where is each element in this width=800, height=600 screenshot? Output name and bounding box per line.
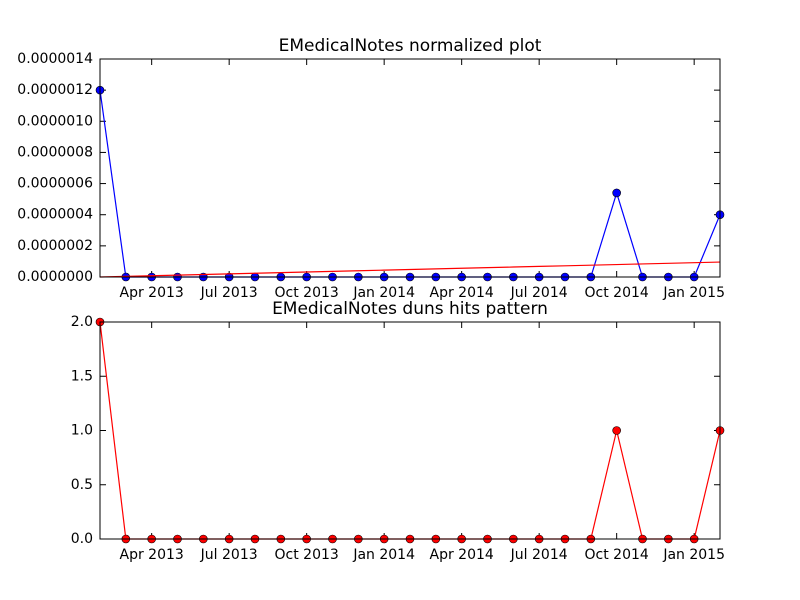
- y-tick-label: 0.0000006: [17, 176, 93, 192]
- chart-title: EMedicalNotes duns hits pattern: [272, 299, 548, 319]
- y-tick-label: 0.0000000: [17, 269, 93, 285]
- x-tick-label: Jan 2014: [352, 547, 415, 563]
- x-tick-label: Jul 2013: [200, 285, 258, 301]
- x-tick-label: Oct 2014: [585, 547, 649, 563]
- y-tick-label: 0.0000014: [17, 51, 93, 67]
- y-tick-label: 2.0: [71, 314, 93, 330]
- x-tick-label: Apr 2014: [430, 285, 494, 301]
- y-tick-label: 0.0000010: [17, 113, 93, 129]
- y-tick-label: 1.5: [71, 368, 93, 384]
- y-tick-label: 0.0000008: [17, 144, 93, 160]
- x-tick-label: Jan 2014: [352, 285, 415, 301]
- y-tick-label: 0.0000012: [17, 82, 93, 98]
- x-tick-label: Apr 2013: [120, 547, 184, 563]
- y-tick-label: 1.0: [71, 423, 93, 439]
- y-tick-label: 0.0000004: [17, 207, 93, 223]
- x-tick-label: Oct 2013: [275, 547, 339, 563]
- y-tick-label: 0.5: [71, 477, 93, 493]
- plot-area: [100, 322, 720, 539]
- x-tick-label: Jul 2013: [200, 547, 258, 563]
- series-line: [99, 261, 721, 278]
- x-tick-label: Apr 2013: [120, 285, 184, 301]
- x-tick-label: Oct 2014: [585, 285, 649, 301]
- chart-title: EMedicalNotes normalized plot: [279, 36, 542, 56]
- plot-area: [100, 59, 720, 277]
- point: [612, 426, 621, 435]
- axes-frame: [99, 58, 721, 278]
- x-tick-label: Jul 2014: [510, 547, 568, 563]
- x-tick-label: Apr 2014: [430, 547, 494, 563]
- y-tick-label: 0.0: [71, 531, 93, 547]
- x-tick-label: Jan 2015: [662, 547, 725, 563]
- x-tick-label: Oct 2013: [275, 285, 339, 301]
- y-tick-label: 0.0000002: [17, 238, 93, 254]
- x-tick-label: Jan 2015: [662, 285, 725, 301]
- axes-frame: [99, 321, 721, 540]
- point: [612, 188, 621, 198]
- x-tick-label: Jul 2014: [510, 285, 568, 301]
